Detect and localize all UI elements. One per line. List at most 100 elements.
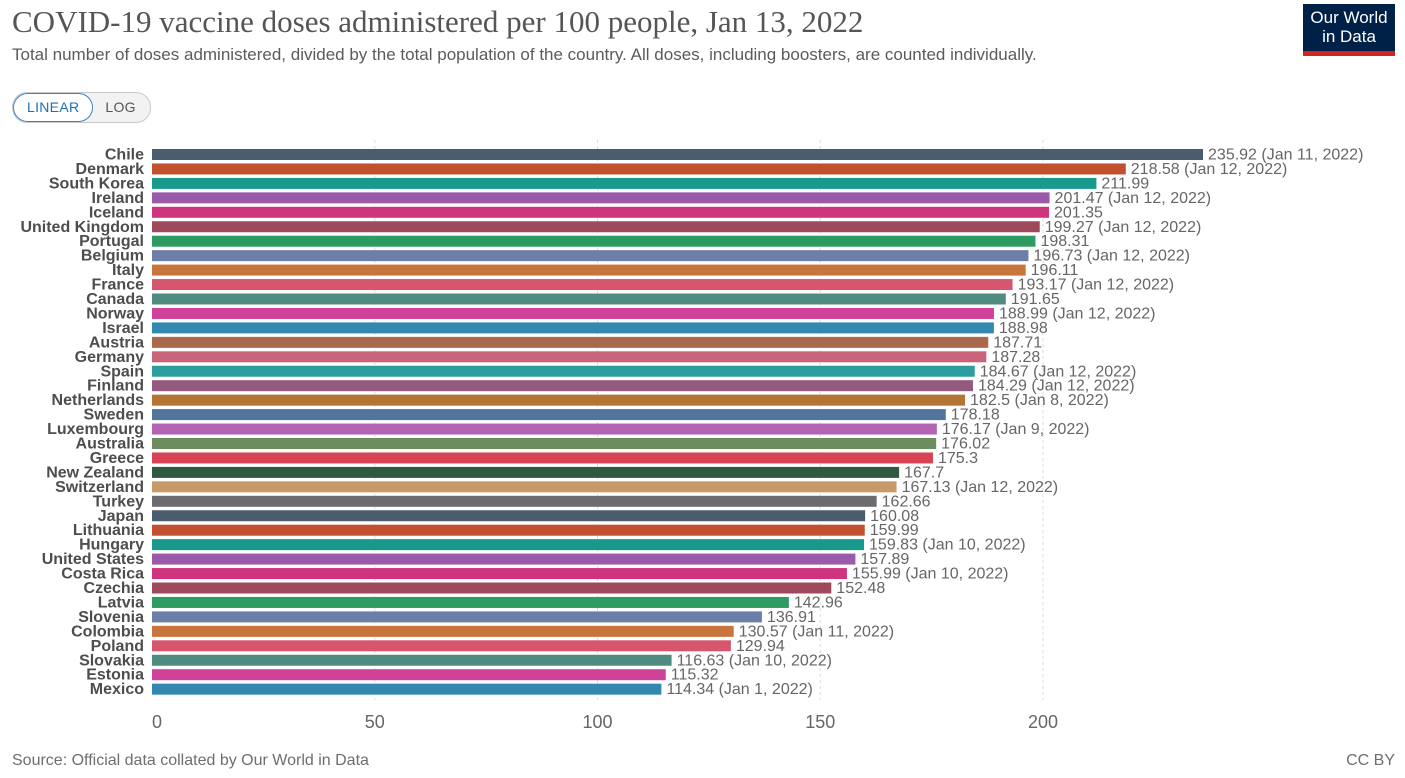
bar — [152, 279, 1013, 291]
country-label: Hungary — [79, 537, 144, 554]
country-label: Costa Rica — [61, 566, 144, 583]
country-label: Japan — [98, 508, 144, 525]
x-tick-label: 0 — [152, 712, 162, 732]
x-tick-label: 150 — [805, 712, 835, 732]
country-label: Luxembourg — [47, 421, 144, 438]
country-label: South Korea — [49, 175, 144, 192]
country-label: France — [92, 277, 145, 294]
logo-accent-bar — [1303, 51, 1395, 56]
value-label: 198.31 — [1040, 233, 1089, 250]
value-label: 157.89 — [860, 551, 909, 568]
x-tick-label: 50 — [365, 712, 385, 732]
value-label: 142.96 — [794, 594, 843, 611]
bar — [152, 640, 731, 652]
country-label: Spain — [100, 363, 144, 380]
bar — [152, 669, 666, 681]
value-label: 187.28 — [991, 349, 1040, 366]
bar — [152, 380, 974, 392]
bar — [152, 582, 832, 594]
country-label: Mexico — [90, 681, 144, 698]
country-label: Finland — [87, 378, 144, 395]
x-tick-label: 100 — [582, 712, 612, 732]
value-label: 191.65 — [1011, 291, 1060, 308]
linear-scale-button[interactable]: LINEAR — [13, 93, 94, 122]
bar — [152, 466, 900, 478]
bar — [152, 163, 1126, 175]
country-label: Denmark — [76, 161, 145, 178]
country-label: Portugal — [79, 233, 144, 250]
value-label: 211.99 — [1101, 175, 1149, 192]
bar — [152, 553, 856, 565]
country-label: Poland — [91, 638, 144, 655]
bar — [152, 307, 994, 319]
country-label: Ireland — [92, 190, 144, 207]
value-label: 182.5 (Jan 8, 2022) — [970, 392, 1109, 409]
chart-title: COVID-19 vaccine doses administered per … — [12, 4, 864, 39]
log-scale-button[interactable]: LOG — [105, 99, 136, 115]
value-label: 136.91 — [767, 609, 816, 626]
country-label: Lithuania — [73, 522, 144, 539]
value-label: 175.3 — [938, 450, 978, 467]
bar — [152, 264, 1026, 276]
bar — [152, 481, 897, 493]
bar — [152, 394, 966, 406]
value-label: 114.34 (Jan 1, 2022) — [666, 681, 812, 698]
bar — [152, 351, 987, 363]
country-label: Estonia — [86, 667, 144, 684]
value-label: 193.17 (Jan 12, 2022) — [1018, 277, 1175, 294]
bar — [152, 596, 789, 608]
bar — [152, 192, 1050, 204]
value-label: 218.58 (Jan 12, 2022) — [1131, 161, 1288, 178]
value-label: 188.99 (Jan 12, 2022) — [999, 305, 1156, 322]
value-label: 167.7 — [904, 464, 944, 481]
bar — [152, 322, 994, 334]
country-label: Israel — [102, 320, 144, 337]
country-label: Sweden — [84, 407, 144, 424]
country-label: Greece — [90, 450, 144, 467]
value-label: 184.29 (Jan 12, 2022) — [978, 378, 1135, 395]
bar — [152, 539, 865, 551]
bar — [152, 510, 866, 522]
value-label: 159.83 (Jan 10, 2022) — [869, 537, 1026, 554]
country-label: Czechia — [84, 580, 145, 597]
country-label: Switzerland — [55, 479, 144, 496]
value-label: 160.08 — [870, 508, 919, 525]
chart-subtitle: Total number of doses administered, divi… — [12, 45, 1037, 64]
bar — [152, 568, 847, 580]
country-label: Canada — [86, 291, 144, 308]
bar — [152, 235, 1036, 247]
bar — [152, 524, 865, 536]
value-label: 184.67 (Jan 12, 2022) — [980, 363, 1137, 380]
value-label: 129.94 — [736, 638, 785, 655]
country-label: Iceland — [89, 204, 144, 221]
owid-logo[interactable]: Our World in Data — [1303, 4, 1395, 56]
value-label: 201.35 — [1054, 204, 1103, 221]
license-label[interactable]: CC BY — [1346, 752, 1395, 769]
value-label: 201.47 (Jan 12, 2022) — [1055, 190, 1212, 207]
value-label: 178.18 — [951, 407, 1000, 424]
bar — [152, 683, 662, 695]
bar — [152, 438, 937, 449]
country-label: Slovakia — [79, 652, 144, 669]
bar — [152, 423, 937, 435]
logo-line-1: Our World — [1310, 8, 1388, 27]
value-label: 188.98 — [999, 320, 1048, 337]
country-label: Slovenia — [78, 609, 144, 626]
country-label: Latvia — [98, 594, 144, 611]
value-label: 235.92 (Jan 11, 2022) — [1208, 147, 1363, 164]
value-label: 155.99 (Jan 10, 2022) — [852, 566, 1009, 583]
value-label: 162.66 — [882, 493, 931, 510]
value-label: 176.17 (Jan 9, 2022) — [942, 421, 1090, 438]
country-label: Turkey — [93, 493, 144, 510]
bar — [152, 495, 877, 507]
value-label: 196.73 (Jan 12, 2022) — [1033, 248, 1190, 265]
country-label: Chile — [105, 147, 144, 164]
value-label: 159.99 — [870, 522, 919, 539]
value-label: 199.27 (Jan 12, 2022) — [1045, 219, 1202, 236]
country-label: United Kingdom — [20, 219, 144, 236]
value-label: 130.57 (Jan 11, 2022) — [739, 623, 894, 640]
country-label: United States — [42, 551, 144, 568]
country-label: Norway — [86, 305, 144, 322]
bar — [152, 336, 989, 348]
